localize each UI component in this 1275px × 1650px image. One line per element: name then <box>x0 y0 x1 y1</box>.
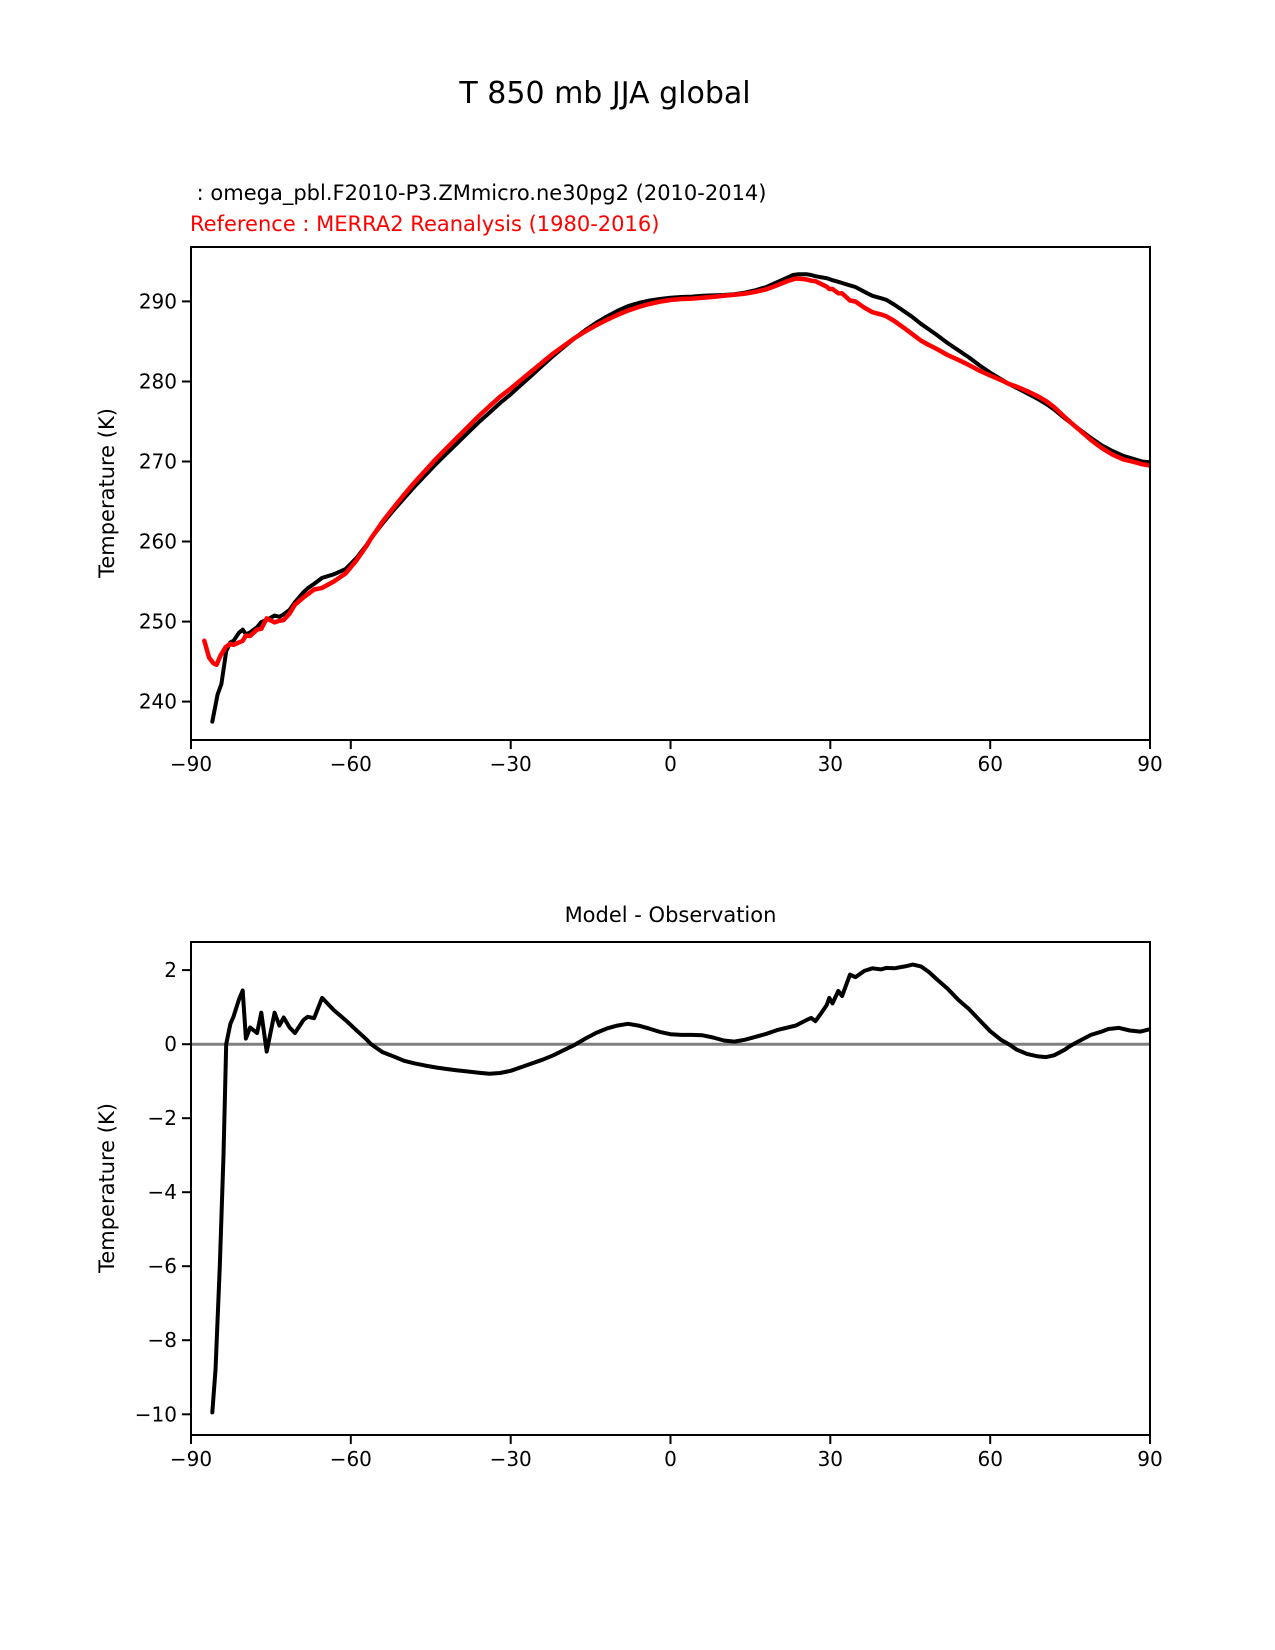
x-tick-label: −30 <box>490 1447 532 1471</box>
y-tick-label: −6 <box>148 1254 177 1278</box>
y-tick-label: 290 <box>139 289 177 313</box>
y-tick-label: 270 <box>139 450 177 474</box>
x-tick-label: 90 <box>1137 752 1162 776</box>
x-tick-label: −90 <box>170 752 212 776</box>
difference-plot-title: Model - Observation <box>564 903 777 927</box>
y-tick-label: 2 <box>164 958 177 982</box>
y-tick-label: 280 <box>139 370 177 394</box>
y-tick-label: −8 <box>148 1328 177 1352</box>
y-tick-label: 250 <box>139 610 177 634</box>
x-tick-label: 0 <box>664 1447 677 1471</box>
x-tick-label: 30 <box>818 1447 843 1471</box>
reference-line <box>202 276 1150 668</box>
x-tick-label: −90 <box>170 1447 212 1471</box>
x-tick-label: 30 <box>818 752 843 776</box>
model-legend-label: : omega_pbl.F2010-P3.ZMmicro.ne30pg2 (20… <box>190 181 767 205</box>
y-tick-label: 240 <box>139 690 177 714</box>
x-tick-label: 60 <box>977 1447 1002 1471</box>
reference-legend-label: Reference : MERRA2 Reanalysis (1980-2016… <box>190 212 660 236</box>
x-tick-label: 0 <box>664 752 677 776</box>
y-tick-label: −10 <box>135 1402 177 1426</box>
model-line <box>210 272 1150 724</box>
x-tick-label: −60 <box>330 752 372 776</box>
y-tick-label: −4 <box>148 1180 177 1204</box>
x-tick-label: 90 <box>1137 1447 1162 1471</box>
x-tick-label: −30 <box>490 752 532 776</box>
y-tick-label: 260 <box>139 530 177 554</box>
y-tick-label: −2 <box>148 1106 177 1130</box>
bottom-plot-ylabel: Temperature (K) <box>95 1103 119 1273</box>
x-tick-label: 60 <box>977 752 1002 776</box>
axes-frame <box>190 941 1151 1436</box>
axes-frame <box>190 246 1151 741</box>
x-tick-label: −60 <box>330 1447 372 1471</box>
subplot-comparison: −90 −60 −30 0 30 60 90 240 250 260 270 280 290 <box>139 246 1163 776</box>
subplot-difference: −90 −60 −30 0 30 60 90 −10 −8 −6 −4 −2 0 2 <box>135 941 1163 1471</box>
top-plot-ylabel: Temperature (K) <box>95 408 119 578</box>
difference-line <box>210 962 1150 1415</box>
y-tick-label: 0 <box>164 1032 177 1056</box>
figure-title: T 850 mb JJA global <box>459 76 751 111</box>
